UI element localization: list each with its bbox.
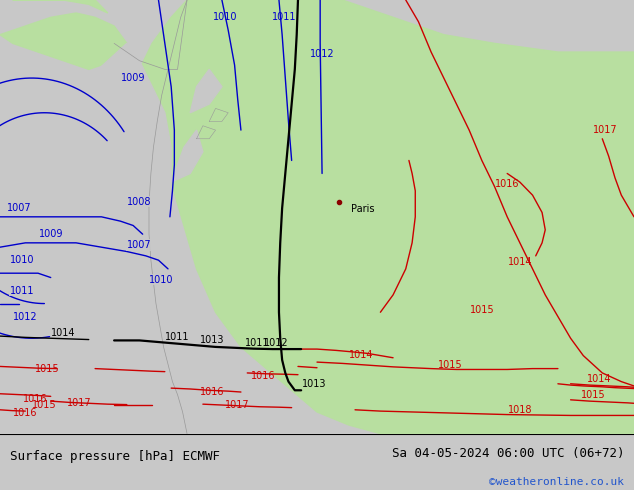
Text: 1008: 1008 — [127, 196, 152, 207]
Text: 1010: 1010 — [10, 255, 34, 265]
Text: 1010: 1010 — [150, 275, 174, 285]
Text: 1009: 1009 — [39, 229, 63, 239]
Text: 1016: 1016 — [200, 388, 224, 397]
Polygon shape — [0, 44, 171, 282]
Polygon shape — [13, 0, 108, 13]
Text: ©weatheronline.co.uk: ©weatheronline.co.uk — [489, 477, 624, 487]
Polygon shape — [0, 13, 127, 70]
Polygon shape — [235, 117, 254, 130]
Text: 1012: 1012 — [264, 339, 288, 348]
Text: 1009: 1009 — [121, 73, 145, 83]
Text: 1011: 1011 — [272, 12, 296, 23]
Polygon shape — [139, 0, 634, 434]
Text: 1013: 1013 — [302, 379, 326, 389]
Text: 1007: 1007 — [127, 240, 152, 250]
Text: 1015: 1015 — [36, 364, 60, 373]
Text: Surface pressure [hPa] ECMWF: Surface pressure [hPa] ECMWF — [10, 450, 219, 463]
Text: Sa 04-05-2024 06:00 UTC (06+72): Sa 04-05-2024 06:00 UTC (06+72) — [392, 447, 624, 460]
Text: 1014: 1014 — [508, 257, 532, 268]
Text: 1016: 1016 — [495, 179, 519, 189]
Polygon shape — [190, 70, 222, 113]
Text: 1010: 1010 — [213, 12, 237, 23]
Text: 1015: 1015 — [32, 400, 56, 411]
Text: 1011: 1011 — [245, 338, 269, 347]
Text: 1015: 1015 — [438, 360, 462, 370]
Text: 1014: 1014 — [349, 350, 373, 360]
Text: Paris: Paris — [351, 204, 374, 214]
Text: 1016: 1016 — [23, 394, 47, 404]
Text: 1015: 1015 — [581, 390, 605, 400]
Text: 1007: 1007 — [7, 203, 31, 213]
Text: 1011: 1011 — [165, 332, 190, 343]
Text: 1016: 1016 — [13, 408, 37, 418]
Text: 1017: 1017 — [226, 400, 250, 411]
Text: 1014: 1014 — [51, 328, 75, 338]
Text: 1011: 1011 — [10, 286, 34, 295]
Text: 1018: 1018 — [508, 405, 532, 415]
Text: 1017: 1017 — [67, 398, 91, 408]
Text: 1015: 1015 — [470, 305, 494, 315]
Polygon shape — [171, 130, 203, 182]
Text: 1012: 1012 — [13, 312, 37, 321]
Text: 1012: 1012 — [310, 49, 334, 59]
Text: 1016: 1016 — [251, 371, 275, 381]
Text: 1013: 1013 — [200, 336, 224, 345]
Text: 1017: 1017 — [593, 125, 618, 135]
Text: 1014: 1014 — [587, 374, 611, 385]
